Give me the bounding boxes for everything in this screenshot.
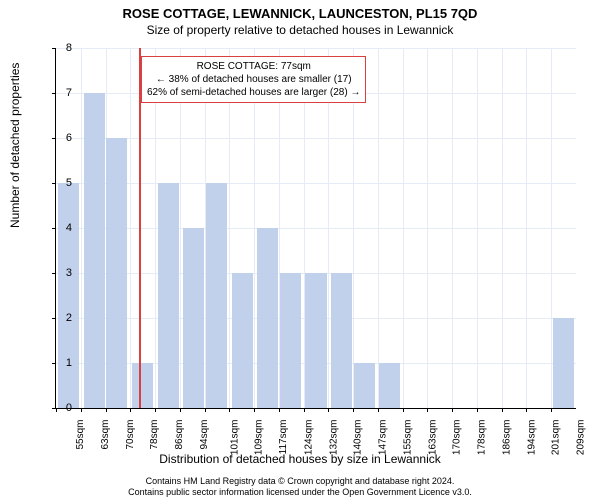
xtick-mark	[452, 408, 453, 412]
xtick-mark	[304, 408, 305, 412]
bar	[280, 273, 301, 408]
ytick-label: 2	[52, 312, 72, 324]
xtick-label: 78sqm	[149, 420, 160, 450]
bar	[183, 228, 204, 408]
x-axis-label: Distribution of detached houses by size …	[0, 452, 600, 466]
info-box: ROSE COTTAGE: 77sqm← 38% of detached hou…	[141, 56, 366, 103]
bar	[331, 273, 352, 408]
xtick-label: 132sqm	[328, 420, 339, 456]
xtick-label: 117sqm	[278, 420, 289, 455]
bar	[257, 228, 278, 408]
xtick-label: 63sqm	[100, 420, 111, 450]
footer-attribution: Contains HM Land Registry data © Crown c…	[0, 476, 600, 498]
gridline-v	[403, 48, 404, 408]
gridline-v	[452, 48, 453, 408]
xtick-mark	[180, 408, 181, 412]
xtick-label: 147sqm	[378, 420, 389, 456]
xtick-mark	[427, 408, 428, 412]
ytick-label: 0	[52, 402, 72, 414]
xtick-mark	[353, 408, 354, 412]
bar	[305, 273, 326, 408]
gridline-v	[130, 48, 131, 408]
info-box-line: 62% of semi-detached houses are larger (…	[147, 86, 360, 99]
gridline-v	[477, 48, 478, 408]
gridline-h	[56, 183, 576, 184]
xtick-mark	[378, 408, 379, 412]
xtick-label: 55sqm	[75, 420, 86, 450]
gridline-v	[378, 48, 379, 408]
footer-line: Contains HM Land Registry data © Crown c…	[0, 476, 600, 487]
xtick-mark	[155, 408, 156, 412]
bar	[379, 363, 400, 408]
ytick-label: 4	[52, 222, 72, 234]
ytick-label: 8	[52, 42, 72, 54]
gridline-v	[526, 48, 527, 408]
xtick-mark	[477, 408, 478, 412]
xtick-mark	[279, 408, 280, 412]
xtick-mark	[130, 408, 131, 412]
bar	[84, 93, 105, 408]
xtick-label: 194sqm	[526, 420, 537, 456]
xtick-mark	[254, 408, 255, 412]
chart-container: ROSE COTTAGE, LEWANNICK, LAUNCESTON, PL1…	[0, 0, 600, 500]
xtick-mark	[106, 408, 107, 412]
bar	[158, 183, 179, 408]
bar	[354, 363, 375, 408]
ytick-label: 3	[52, 267, 72, 279]
xtick-label: 163sqm	[427, 420, 438, 456]
gridline-v	[502, 48, 503, 408]
ytick-label: 1	[52, 357, 72, 369]
plot-area: 55sqm63sqm70sqm78sqm86sqm94sqm101sqm109s…	[55, 48, 576, 409]
xtick-label: 124sqm	[303, 420, 314, 456]
gridline-v	[551, 48, 552, 408]
xtick-mark	[328, 408, 329, 412]
xtick-label: 70sqm	[125, 420, 136, 450]
xtick-label: 155sqm	[402, 420, 413, 456]
xtick-label: 201sqm	[551, 420, 562, 456]
info-box-line: ROSE COTTAGE: 77sqm	[147, 60, 360, 73]
xtick-label: 101sqm	[229, 420, 240, 456]
chart-subtitle: Size of property relative to detached ho…	[0, 21, 600, 37]
gridline-h	[56, 228, 576, 229]
xtick-mark	[205, 408, 206, 412]
xtick-label: 170sqm	[452, 420, 463, 456]
ytick-label: 5	[52, 177, 72, 189]
xtick-label: 86sqm	[174, 420, 185, 450]
ytick-label: 7	[52, 87, 72, 99]
ytick-label: 6	[52, 132, 72, 144]
xtick-mark	[229, 408, 230, 412]
xtick-label: 186sqm	[502, 420, 513, 456]
bar	[232, 273, 253, 408]
bar	[553, 318, 574, 408]
y-axis-label: Number of detached properties	[8, 63, 22, 228]
xtick-mark	[526, 408, 527, 412]
gridline-v	[427, 48, 428, 408]
bar	[58, 183, 79, 408]
footer-line: Contains public sector information licen…	[0, 487, 600, 498]
xtick-label: 94sqm	[199, 420, 210, 450]
xtick-mark	[502, 408, 503, 412]
xtick-mark	[81, 408, 82, 412]
xtick-label: 140sqm	[353, 420, 364, 456]
xtick-label: 209sqm	[576, 420, 587, 456]
chart-title: ROSE COTTAGE, LEWANNICK, LAUNCESTON, PL1…	[0, 0, 600, 21]
bar	[206, 183, 227, 408]
xtick-mark	[551, 408, 552, 412]
gridline-h	[56, 48, 576, 49]
xtick-label: 178sqm	[477, 420, 488, 456]
gridline-h	[56, 138, 576, 139]
bar	[132, 363, 153, 408]
xtick-label: 109sqm	[254, 420, 265, 456]
gridline-v	[81, 48, 82, 408]
xtick-mark	[403, 408, 404, 412]
info-box-line: ← 38% of detached houses are smaller (17…	[147, 73, 360, 86]
bar	[106, 138, 127, 408]
